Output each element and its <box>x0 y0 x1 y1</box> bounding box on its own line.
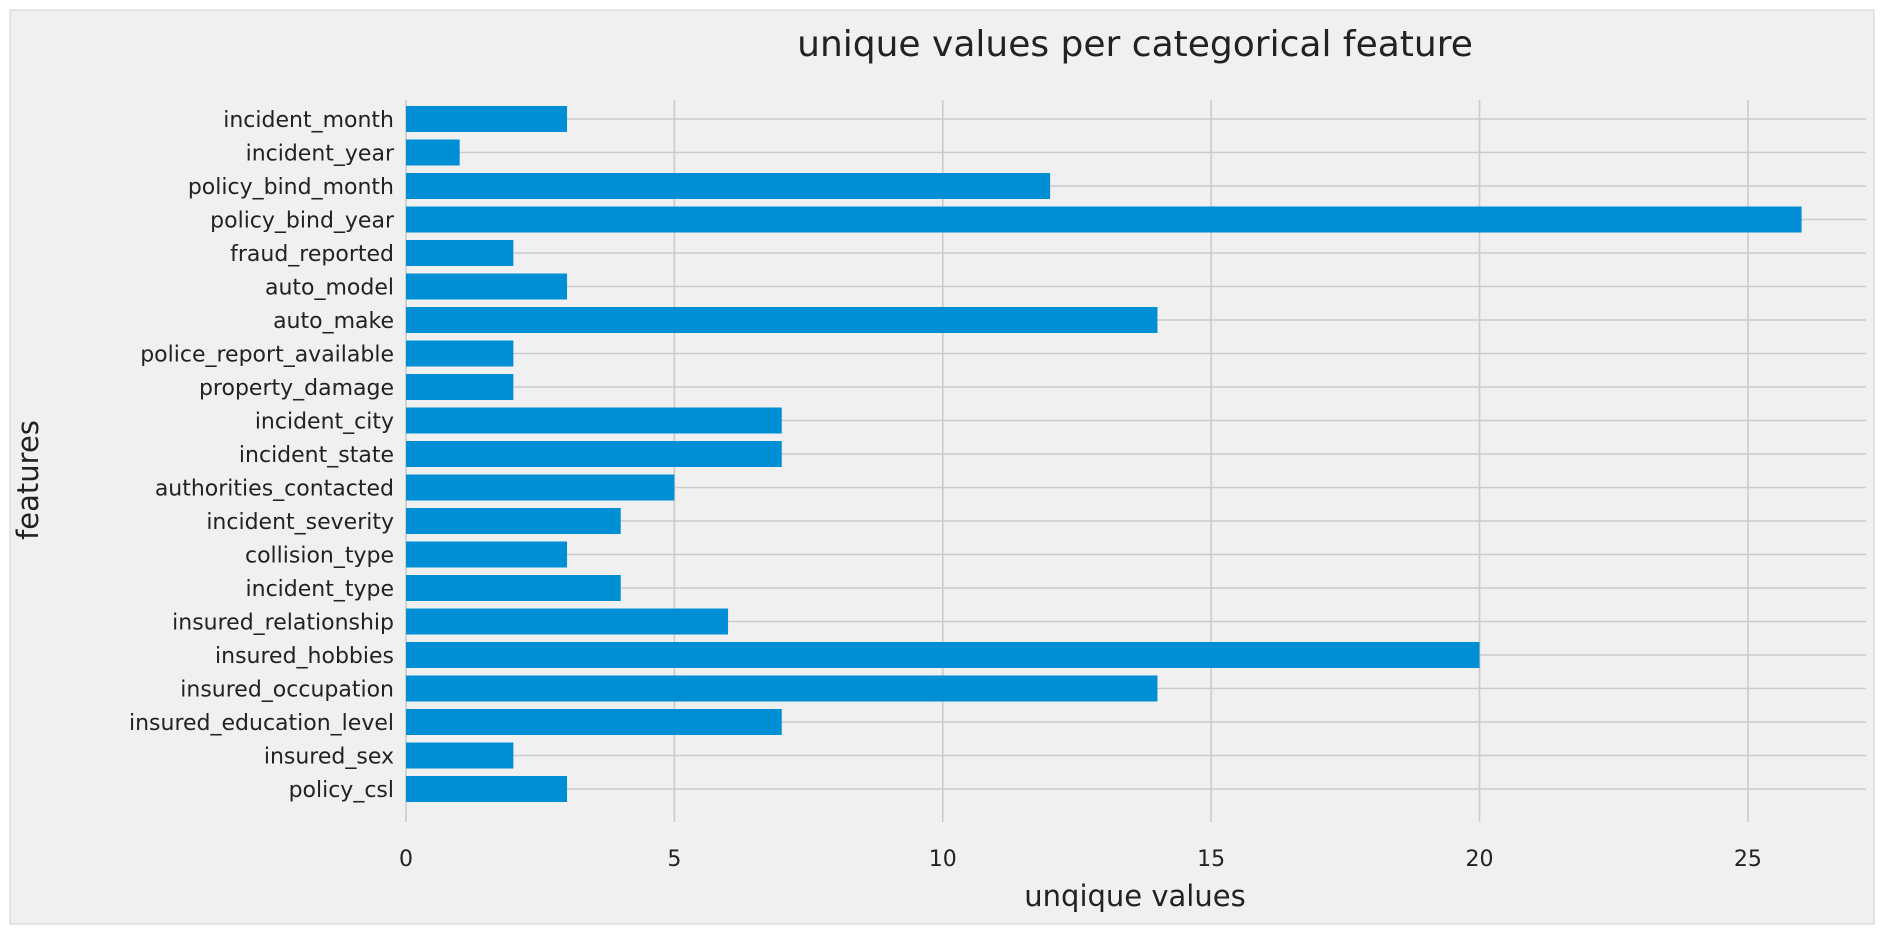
x-tick-labels: 0 5 10 15 20 25 <box>399 847 1762 872</box>
chart-title: unique values per categorical feature <box>797 24 1473 65</box>
y-tick-label: incident_month <box>223 108 394 133</box>
x-tick-label: 15 <box>1197 847 1225 872</box>
y-tick-label: insured_relationship <box>172 611 394 636</box>
bar-incident-type <box>406 575 621 601</box>
y-tick-label: authorities_contacted <box>155 477 394 502</box>
y-tick-label: policy_csl <box>289 778 394 803</box>
y-tick-label: collision_type <box>245 544 394 569</box>
bars <box>406 106 1802 802</box>
y-tick-label: insured_hobbies <box>215 644 394 669</box>
bar-police-report-available <box>406 340 514 367</box>
bar-policy-bind-month <box>406 173 1051 199</box>
bar-insured-hobbies <box>406 642 1480 668</box>
y-axis-title: features <box>11 420 45 540</box>
bar-authorities-contacted <box>406 474 675 501</box>
y-tick-label: insured_education_level <box>129 711 394 736</box>
bar-incident-state <box>406 441 782 467</box>
y-tick-label: auto_make <box>273 309 394 334</box>
y-tick-label: incident_state <box>239 443 394 468</box>
x-tick-label: 20 <box>1466 847 1494 872</box>
bar-property-damage <box>406 374 514 400</box>
x-axis-title: unqique values <box>1024 879 1245 913</box>
x-tick-label: 10 <box>929 847 957 872</box>
y-tick-label: incident_type <box>246 577 394 602</box>
bar-incident-year <box>406 139 460 166</box>
y-tick-label: policy_bind_month <box>188 175 394 200</box>
y-tick-label: police_report_available <box>140 343 394 368</box>
bar-incident-month <box>406 106 568 132</box>
y-tick-label: incident_severity <box>206 510 394 535</box>
bar-policy-csl <box>406 776 568 802</box>
bar-auto-make <box>406 307 1158 333</box>
bar-insured-relationship <box>406 608 729 635</box>
y-tick-label: incident_year <box>246 142 395 167</box>
bar-collision-type <box>406 541 568 568</box>
bar-incident-severity <box>406 508 621 534</box>
x-tick-label: 5 <box>667 847 681 872</box>
x-tick-label: 0 <box>399 847 413 872</box>
y-tick-label: insured_occupation <box>180 678 394 703</box>
bar-insured-occupation <box>406 675 1158 702</box>
y-tick-label: policy_bind_year <box>210 209 395 234</box>
bar-insured-education-level <box>406 709 782 735</box>
bar-policy-bind-year <box>406 206 1802 233</box>
bar-fraud-reported <box>406 240 514 266</box>
bar-incident-city <box>406 407 782 434</box>
y-tick-labels: policy_csl insured_sex insured_education_l… <box>129 108 395 803</box>
x-tick-label: 25 <box>1734 847 1762 872</box>
bar-insured-sex <box>406 742 514 769</box>
y-tick-label: fraud_reported <box>230 242 394 267</box>
y-tick-label: incident_city <box>255 410 394 435</box>
y-tick-label: insured_sex <box>264 745 394 770</box>
y-tick-label: property_damage <box>199 376 394 401</box>
bar-auto-model <box>406 273 568 300</box>
y-tick-label: auto_model <box>265 276 394 301</box>
